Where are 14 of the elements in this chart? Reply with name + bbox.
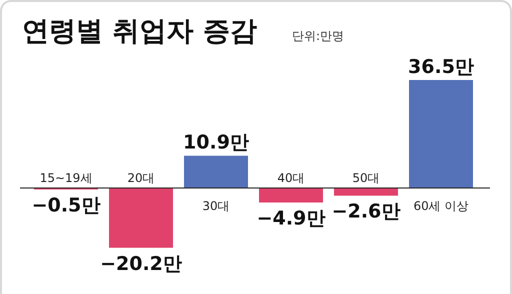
x-tick-label: 20대 bbox=[127, 171, 155, 185]
chart-title: 연령별 취업자 증감 bbox=[22, 16, 257, 47]
data-label: −2.6만 bbox=[332, 200, 400, 223]
data-label: −20.2만 bbox=[100, 252, 182, 275]
x-tick-label: 60세 이상 bbox=[413, 199, 469, 213]
x-tick-label: 30대 bbox=[202, 199, 230, 213]
chart-subtitle: 단위:만명 bbox=[292, 29, 344, 43]
data-label: 36.5만 bbox=[408, 56, 474, 78]
data-label: −4.9만 bbox=[256, 208, 326, 230]
x-tick-label: 15~19세 bbox=[40, 171, 92, 185]
x-tick-label: 50대 bbox=[352, 171, 380, 185]
data-label: 10.9만 bbox=[183, 132, 249, 154]
data-label: −0.5만 bbox=[32, 194, 100, 216]
x-tick-label: 40대 bbox=[277, 171, 305, 185]
